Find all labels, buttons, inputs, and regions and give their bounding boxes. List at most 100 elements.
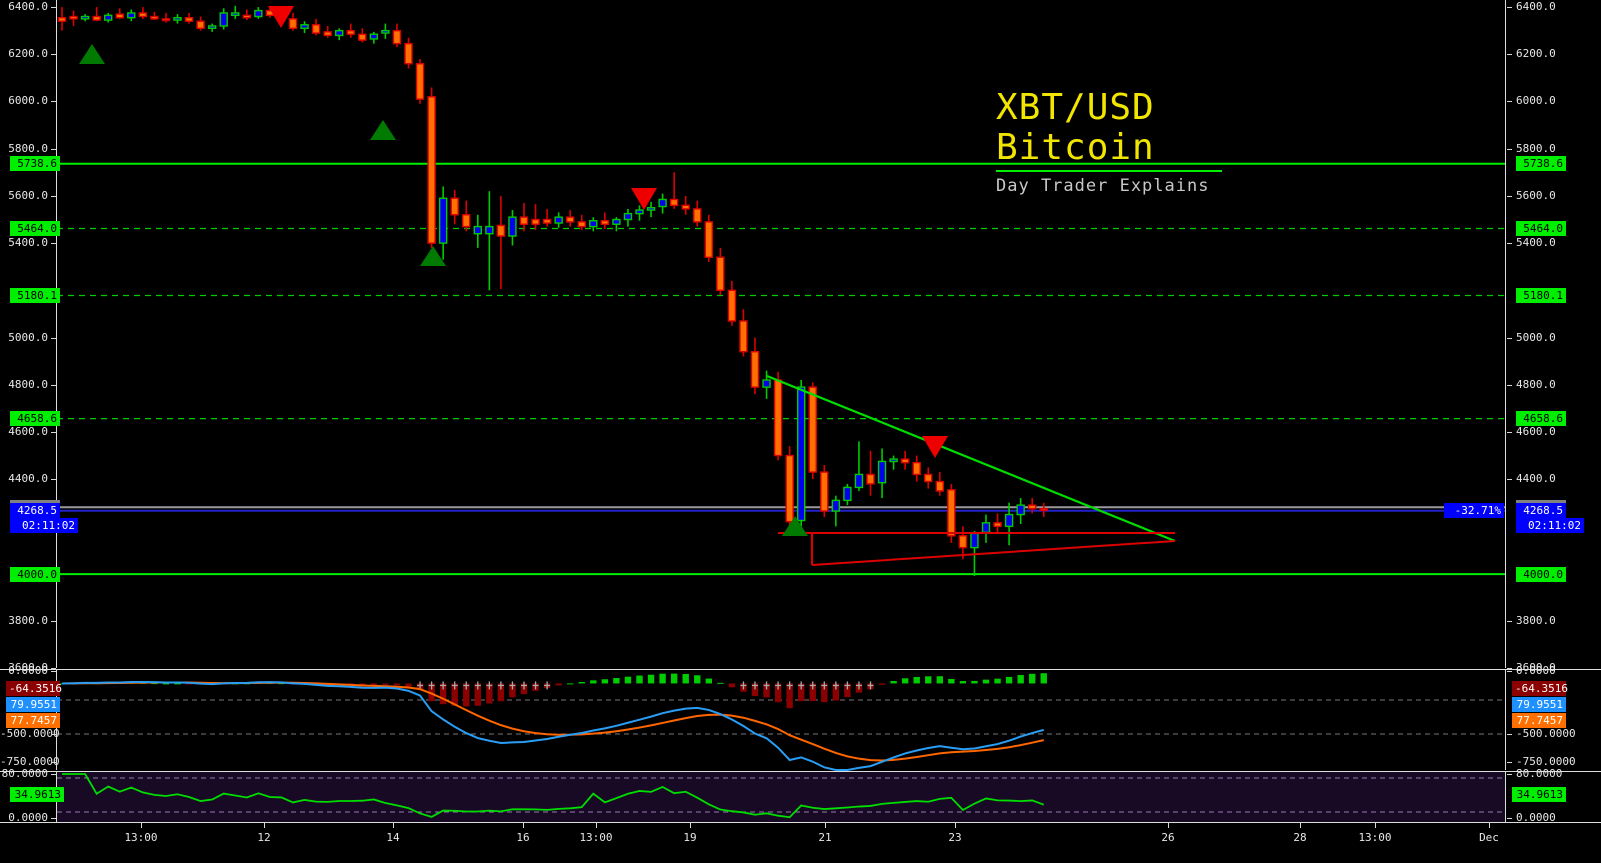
macd-histogram-bar	[751, 683, 759, 697]
support-trendline	[811, 540, 1176, 566]
price-badge-right-5180.1[interactable]: 5180.1	[1516, 288, 1566, 304]
price-badge-left-4268.5[interactable]: 4268.5	[10, 503, 60, 519]
price-tick-right: 5800.0	[1516, 141, 1556, 155]
macd-histogram-bar	[567, 683, 574, 685]
right-rsi-axis-spine	[1505, 772, 1506, 822]
time-tick-label: Dec	[1479, 831, 1499, 844]
time-tick-label: 13:00	[579, 831, 613, 844]
time-tick-label: 13:00	[1358, 831, 1392, 844]
price-badge-left-5464.0[interactable]: 5464.0	[10, 221, 60, 237]
price-tick-right: 5400.0	[1516, 236, 1556, 250]
sell-signal-triangle	[268, 6, 294, 28]
macd-marker-star	[786, 681, 793, 690]
price-tick-mark-left	[51, 668, 56, 669]
macd-tick-mark-left	[51, 762, 56, 763]
candle-body	[231, 12, 240, 17]
macd-histogram-bar	[832, 683, 840, 701]
macd-histogram-bar	[705, 678, 712, 684]
candle-body	[554, 216, 563, 224]
price-tick-left: 5000.0	[8, 330, 48, 344]
price-badge-left-4000.0[interactable]: 4000.0	[10, 566, 60, 582]
price-tick-mark-right	[1507, 384, 1512, 386]
candle-body	[369, 33, 379, 40]
price-tick-left: 6200.0	[8, 47, 48, 61]
rsi-tick-mark-left	[51, 818, 56, 819]
macd-marker-star	[867, 681, 874, 690]
time-tick-label: 23	[948, 831, 962, 844]
macd-histogram-bar	[717, 682, 724, 684]
macd-histogram-bar	[821, 683, 828, 703]
candle-body	[161, 18, 171, 22]
time-tick-mark	[596, 823, 597, 828]
price-tick-mark-right	[1507, 54, 1512, 56]
macd-tick-mark-right	[1507, 671, 1512, 672]
buy-signal-triangle	[782, 516, 808, 536]
candle-body	[854, 473, 864, 489]
price-tick-right: 4400.0	[1516, 472, 1556, 486]
candle-body	[716, 256, 725, 292]
candle-body	[415, 63, 425, 100]
price-tick-mark-right	[1507, 337, 1512, 339]
macd-histogram-bar	[174, 683, 181, 685]
candle-body	[843, 486, 852, 502]
macd-histogram-bar	[878, 683, 886, 685]
time-tick-label: 21	[818, 831, 832, 844]
candle-body	[219, 12, 228, 27]
rsi-line	[62, 773, 1045, 819]
price-tick-right: 3800.0	[1516, 613, 1556, 627]
time-tick-mark	[141, 823, 142, 828]
sell-signal-triangle	[922, 436, 948, 458]
change-percent-badge[interactable]: -32.71%	[1444, 503, 1504, 519]
price-tick-mark-right	[1507, 195, 1512, 197]
candle-body	[785, 454, 794, 523]
macd-histogram-bar	[670, 673, 678, 684]
price-badge-right-5738.6[interactable]: 5738.6	[1516, 156, 1566, 172]
candle-body	[808, 386, 817, 473]
price-badge-right-5464.0[interactable]: 5464.0	[1516, 221, 1566, 237]
candle-body	[196, 20, 205, 30]
price-tick-mark-left	[51, 620, 56, 622]
price-badge-left-5180.1[interactable]: 5180.1	[10, 288, 60, 304]
macd-histogram-bar	[1017, 674, 1024, 684]
time-tick-mark	[690, 823, 691, 828]
macd-marker-star	[855, 681, 862, 690]
candle-body	[381, 29, 390, 34]
macd-marker-star	[486, 681, 493, 690]
countdown-badge-right[interactable]: 02:11:02	[1516, 518, 1584, 534]
time-tick-mark	[825, 823, 826, 828]
macd-tick-mark-right	[1507, 762, 1512, 763]
macd-histogram-bar	[578, 682, 585, 684]
candle-body	[358, 33, 367, 41]
candle-body	[912, 461, 921, 476]
price-badge-right-4658.6[interactable]: 4658.6	[1516, 411, 1566, 427]
macd-tick-right: 0.0000	[1516, 664, 1556, 677]
candle-body	[1039, 507, 1048, 512]
price-badge-right-4268.5[interactable]: 4268.5	[1516, 503, 1566, 519]
candle-body	[450, 197, 459, 216]
macd-readout-left-histogram: -64.3516	[6, 681, 62, 696]
macd-marker-star	[763, 681, 770, 690]
price-badge-right-4000.0[interactable]: 4000.0	[1516, 566, 1566, 582]
macd-marker-star	[509, 681, 516, 690]
macd-marker-star	[844, 681, 851, 690]
candle-body	[1027, 504, 1037, 510]
candle-body	[392, 29, 402, 45]
price-tick-mark-right	[1507, 431, 1512, 433]
macd-histogram-bar	[728, 683, 736, 688]
macd-marker-star	[451, 681, 458, 690]
candle-body	[173, 17, 182, 21]
price-badge-left-4658.6[interactable]: 4658.6	[10, 411, 60, 427]
candle-body	[1004, 513, 1014, 528]
macd-histogram-bar	[58, 683, 66, 685]
price-tick-mark-left	[51, 195, 56, 197]
time-tick-mark	[1300, 823, 1301, 828]
macd-histogram-bar	[763, 683, 770, 698]
macd-readout-right-signal-line: 77.7457	[1512, 713, 1566, 728]
macd-histogram-bar	[555, 683, 562, 686]
price-badge-left-5738.6[interactable]: 5738.6	[10, 156, 60, 172]
candle-body	[404, 42, 413, 65]
candle-body	[427, 96, 436, 244]
countdown-badge-left[interactable]: 02:11:02	[10, 518, 78, 534]
price-tick-mark-right	[1507, 668, 1512, 669]
